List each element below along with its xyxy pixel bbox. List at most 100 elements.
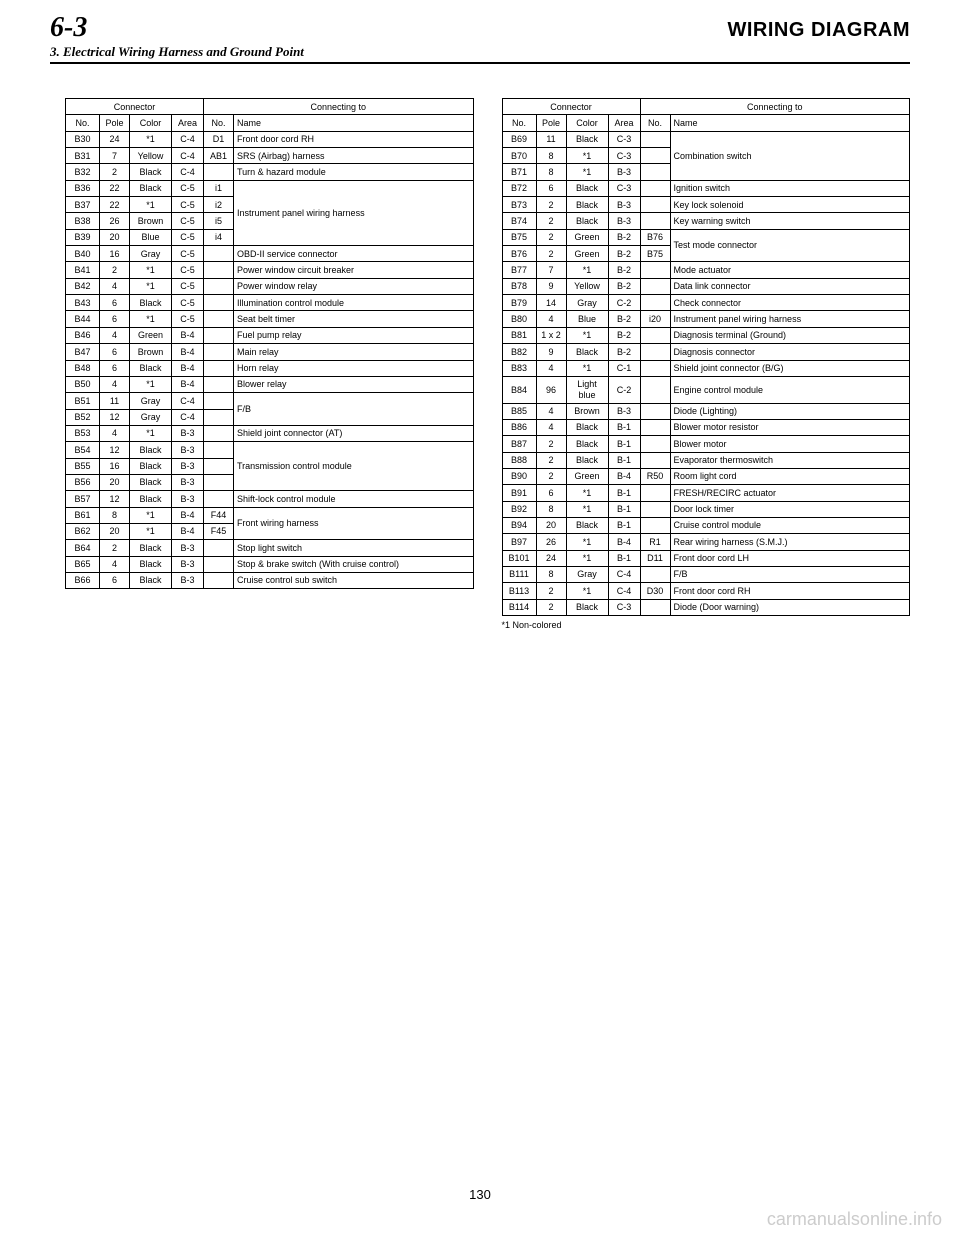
cell xyxy=(204,540,234,556)
cell: Black xyxy=(566,599,608,615)
cell: *1 xyxy=(130,425,172,441)
table-row: B618*1B-4F44Front wiring harness xyxy=(66,507,474,523)
cell: B101 xyxy=(502,550,536,566)
cell: 26 xyxy=(536,534,566,550)
table-row: B486BlackB-4Horn relay xyxy=(66,360,474,376)
cell: Gray xyxy=(130,246,172,262)
table-row: B412*1C-5Power window circuit breaker xyxy=(66,262,474,278)
cell xyxy=(640,403,670,419)
cell: B43 xyxy=(66,295,100,311)
cell xyxy=(204,442,234,458)
cell xyxy=(640,197,670,213)
table-row: B804BlueB-2i20Instrument panel wiring ha… xyxy=(502,311,910,327)
cell: 24 xyxy=(536,550,566,566)
cell: 8 xyxy=(536,566,566,582)
cell: D1 xyxy=(204,131,234,147)
cell-name: Door lock timer xyxy=(670,501,910,517)
cell: B76 xyxy=(640,229,670,245)
cell: C-2 xyxy=(608,295,640,311)
cell: B97 xyxy=(502,534,536,550)
cell: B51 xyxy=(66,393,100,409)
cell: 2 xyxy=(536,197,566,213)
cell-name: Turn & hazard module xyxy=(234,164,474,180)
left-table: Connector Connecting to No. Pole Color A… xyxy=(65,98,474,589)
cell: B91 xyxy=(502,485,536,501)
cell: B85 xyxy=(502,403,536,419)
cell xyxy=(204,474,234,490)
cell: Gray xyxy=(566,295,608,311)
cell: *1 xyxy=(566,534,608,550)
cell: C-5 xyxy=(172,295,204,311)
cell: B87 xyxy=(502,436,536,452)
table-row: B654BlackB-3Stop & brake switch (With cr… xyxy=(66,556,474,572)
cell: Green xyxy=(566,468,608,484)
cell: 12 xyxy=(100,491,130,507)
cell-name: Cruise control module xyxy=(670,517,910,533)
table-row: B317YellowC-4AB1SRS (Airbag) harness xyxy=(66,148,474,164)
table-row: B9726*1B-4R1Rear wiring harness (S.M.J.) xyxy=(502,534,910,550)
cell: *1 xyxy=(130,376,172,392)
cell xyxy=(204,393,234,409)
cell: B-4 xyxy=(172,360,204,376)
cell: Black xyxy=(130,360,172,376)
cell: B-2 xyxy=(608,344,640,360)
cell-name: Instrument panel wiring harness xyxy=(670,311,910,327)
cell: B48 xyxy=(66,360,100,376)
cell-name: Shield joint connector (B/G) xyxy=(670,360,910,376)
cell: B77 xyxy=(502,262,536,278)
cell: Black xyxy=(566,344,608,360)
cell: Black xyxy=(130,164,172,180)
cell-name: Seat belt timer xyxy=(234,311,474,327)
cell: 20 xyxy=(100,474,130,490)
cell xyxy=(640,566,670,582)
cell: 6 xyxy=(100,344,130,360)
table-row: B902GreenB-4R50Room light cord xyxy=(502,468,910,484)
cell: Black xyxy=(130,491,172,507)
cell xyxy=(640,131,670,147)
cell-name: Power window circuit breaker xyxy=(234,262,474,278)
cell: Black xyxy=(130,458,172,474)
cell: B40 xyxy=(66,246,100,262)
table-row: B642BlackB-3Stop light switch xyxy=(66,540,474,556)
table-row: B464GreenB-4Fuel pump relay xyxy=(66,327,474,343)
cell xyxy=(640,517,670,533)
cell: *1 xyxy=(566,360,608,376)
cell-name: Diode (Door warning) xyxy=(670,599,910,615)
cell: 9 xyxy=(536,344,566,360)
cell: B64 xyxy=(66,540,100,556)
cell: *1 xyxy=(566,327,608,343)
table-row: B742BlackB-3Key warning switch xyxy=(502,213,910,229)
cell-name: FRESH/RECIRC actuator xyxy=(670,485,910,501)
cell: Brown xyxy=(130,344,172,360)
cell: B-2 xyxy=(608,278,640,294)
cell: B-3 xyxy=(172,572,204,588)
cell: 2 xyxy=(100,262,130,278)
cell: 22 xyxy=(100,197,130,213)
th-name: Name xyxy=(234,115,474,131)
cell: B-4 xyxy=(172,376,204,392)
cell: B70 xyxy=(502,148,536,164)
table-row: B854BrownB-3Diode (Lighting) xyxy=(502,403,910,419)
cell: 4 xyxy=(536,311,566,327)
cell: B78 xyxy=(502,278,536,294)
cell xyxy=(204,344,234,360)
cell-name: Check connector xyxy=(670,295,910,311)
table-row: B882BlackB-1Evaporator thermoswitch xyxy=(502,452,910,468)
cell: B-3 xyxy=(608,213,640,229)
table-row: B777*1B-2Mode actuator xyxy=(502,262,910,278)
cell-name: Horn relay xyxy=(234,360,474,376)
cell: 2 xyxy=(536,452,566,468)
cell xyxy=(640,180,670,196)
cell: B47 xyxy=(66,344,100,360)
cell: C-3 xyxy=(608,180,640,196)
cell: Black xyxy=(130,556,172,572)
cell-name: Diagnosis connector xyxy=(670,344,910,360)
table-row: B5712BlackB-3Shift-lock control module xyxy=(66,491,474,507)
cell: B52 xyxy=(66,409,100,425)
table-row: B446*1C-5Seat belt timer xyxy=(66,311,474,327)
th-cno: No. xyxy=(204,115,234,131)
cell: B79 xyxy=(502,295,536,311)
cell: Black xyxy=(566,180,608,196)
cell: Black xyxy=(566,131,608,147)
cell xyxy=(204,327,234,343)
